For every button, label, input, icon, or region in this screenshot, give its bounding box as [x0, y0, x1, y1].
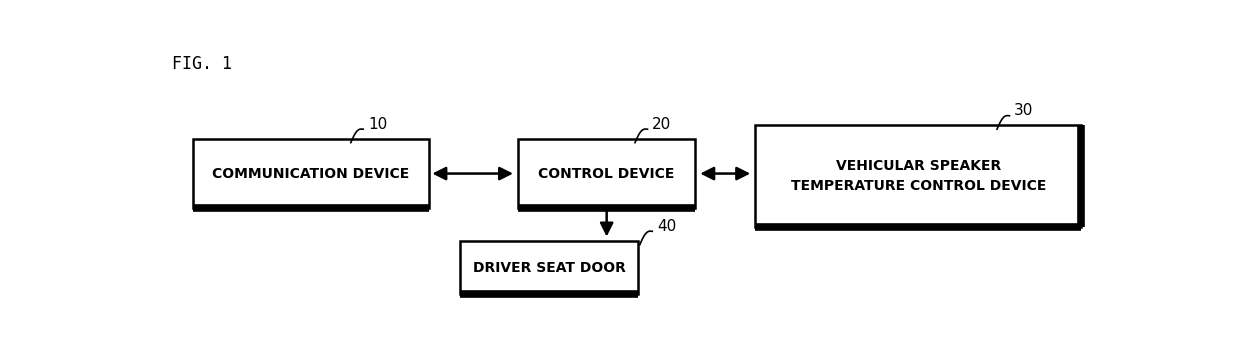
- Bar: [755, 125, 1082, 227]
- Text: CONTROL DEVICE: CONTROL DEVICE: [539, 166, 675, 180]
- Bar: [460, 241, 638, 295]
- Text: 30: 30: [1015, 103, 1033, 118]
- Text: 20: 20: [652, 117, 672, 132]
- Text: FIG. 1: FIG. 1: [172, 55, 232, 73]
- Bar: [518, 139, 695, 208]
- Bar: [193, 139, 429, 208]
- Text: COMMUNICATION DEVICE: COMMUNICATION DEVICE: [212, 166, 410, 180]
- Text: VEHICULAR SPEAKER
TEMPERATURE CONTROL DEVICE: VEHICULAR SPEAKER TEMPERATURE CONTROL DE…: [790, 159, 1046, 193]
- Text: 40: 40: [657, 219, 676, 234]
- Text: 10: 10: [368, 117, 388, 132]
- Text: DRIVER SEAT DOOR: DRIVER SEAT DOOR: [472, 261, 626, 275]
